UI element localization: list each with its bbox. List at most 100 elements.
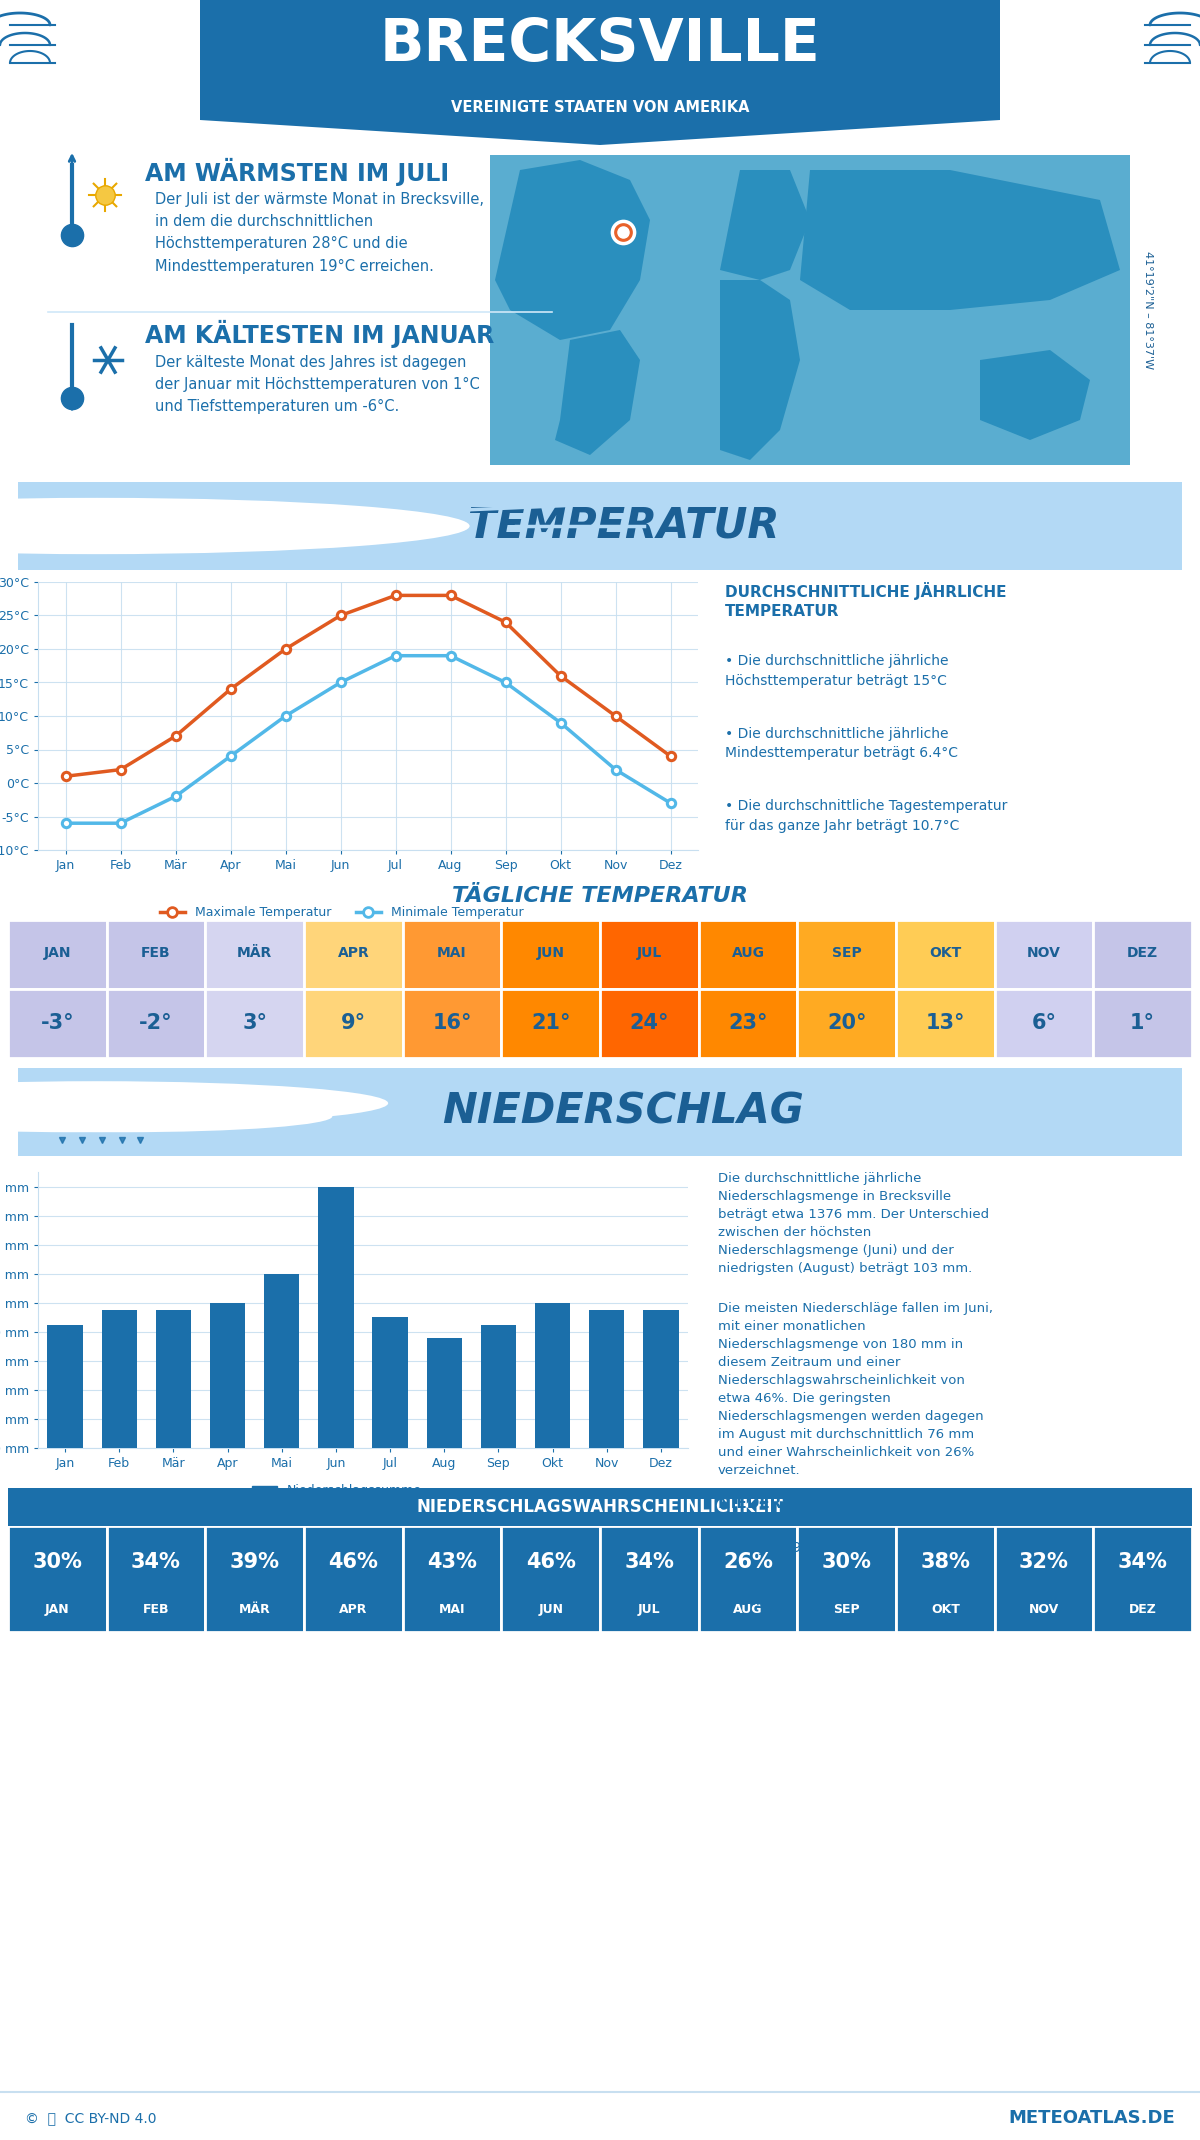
Polygon shape <box>800 169 1120 310</box>
Polygon shape <box>496 160 650 340</box>
Bar <box>102 1310 137 1449</box>
Bar <box>896 989 995 1057</box>
Text: 1°: 1° <box>1130 1014 1156 1034</box>
Text: 43%: 43% <box>427 1552 476 1573</box>
Text: Die durchschnittliche jährliche
Niederschlagsmenge in Brecksville
beträgt etwa 1: Die durchschnittliche jährliche Niedersc… <box>718 1173 989 1275</box>
Bar <box>995 989 1093 1057</box>
Text: 24°: 24° <box>630 1014 670 1034</box>
Bar <box>502 1526 600 1633</box>
Text: 13°: 13° <box>925 1014 965 1034</box>
Bar <box>403 920 502 989</box>
Bar <box>535 1303 570 1449</box>
Bar <box>372 1318 408 1449</box>
Bar <box>304 989 403 1057</box>
Circle shape <box>0 1081 388 1126</box>
Bar <box>589 1310 624 1449</box>
Text: AUG: AUG <box>732 946 764 961</box>
FancyBboxPatch shape <box>0 1487 1200 1526</box>
Bar <box>304 920 403 989</box>
Polygon shape <box>980 351 1090 441</box>
Bar <box>107 1526 205 1633</box>
Text: 20°: 20° <box>827 1014 866 1034</box>
Text: NOV: NOV <box>1027 946 1061 961</box>
Bar <box>1093 989 1192 1057</box>
Bar <box>698 920 797 989</box>
Text: NIEDERSCHLAG NACH TYP: NIEDERSCHLAG NACH TYP <box>718 1496 942 1511</box>
Bar <box>896 1526 995 1633</box>
Text: -2°: -2° <box>139 1014 173 1034</box>
Bar <box>600 1526 698 1633</box>
Bar <box>995 920 1093 989</box>
Text: OKT: OKT <box>929 946 961 961</box>
Text: • Die durchschnittliche Tagestemperatur
für das ganze Jahr beträgt 10.7°C: • Die durchschnittliche Tagestemperatur … <box>725 798 1007 832</box>
Text: JUL: JUL <box>637 946 662 961</box>
Bar <box>1093 1526 1192 1633</box>
Bar <box>427 1338 462 1449</box>
Text: 16°: 16° <box>432 1014 472 1034</box>
Text: AUG: AUG <box>733 1603 763 1616</box>
Legend: Maximale Temperatur, Minimale Temperatur: Maximale Temperatur, Minimale Temperatur <box>155 901 529 924</box>
Text: -3°: -3° <box>41 1014 74 1034</box>
Text: MÄR: MÄR <box>238 946 272 961</box>
Bar <box>205 989 304 1057</box>
Text: JAN: JAN <box>43 946 71 961</box>
Text: JUN: JUN <box>538 1603 563 1616</box>
Text: 34%: 34% <box>624 1552 674 1573</box>
Text: DEZ: DEZ <box>1127 946 1158 961</box>
Bar <box>156 1310 191 1449</box>
Polygon shape <box>200 0 1000 146</box>
Text: TEMPERATUR: TEMPERATUR <box>468 505 779 548</box>
Text: NIEDERSCHLAG: NIEDERSCHLAG <box>443 1091 804 1132</box>
Bar <box>600 989 698 1057</box>
FancyBboxPatch shape <box>0 479 1200 574</box>
Bar <box>698 1526 797 1633</box>
Text: SEP: SEP <box>832 946 862 961</box>
Text: 3°: 3° <box>242 1014 268 1034</box>
Text: 38%: 38% <box>920 1552 971 1573</box>
Text: BRECKSVILLE: BRECKSVILLE <box>379 17 821 73</box>
Text: 30%: 30% <box>822 1552 871 1573</box>
Bar <box>107 920 205 989</box>
Bar <box>304 1526 403 1633</box>
Text: Die meisten Niederschläge fallen im Juni,
mit einer monatlichen
Niederschlagsmen: Die meisten Niederschläge fallen im Juni… <box>718 1301 994 1477</box>
Bar <box>403 989 502 1057</box>
Text: TÄGLICHE TEMPERATUR: TÄGLICHE TEMPERATUR <box>452 886 748 905</box>
Text: JUN: JUN <box>536 946 565 961</box>
FancyBboxPatch shape <box>0 1066 1200 1158</box>
Text: OKT: OKT <box>931 1603 960 1616</box>
Text: 23°: 23° <box>728 1014 768 1034</box>
Circle shape <box>0 1100 283 1132</box>
Text: APR: APR <box>337 946 370 961</box>
Bar <box>797 1526 896 1633</box>
Bar <box>8 920 107 989</box>
Text: APR: APR <box>340 1603 367 1616</box>
Text: 39%: 39% <box>229 1552 280 1573</box>
Text: DEZ: DEZ <box>1129 1603 1157 1616</box>
Text: MAI: MAI <box>437 946 467 961</box>
Bar <box>600 920 698 989</box>
Text: 21°: 21° <box>530 1014 570 1034</box>
Bar <box>205 1526 304 1633</box>
Bar <box>643 1310 678 1449</box>
Text: METEOATLAS.DE: METEOATLAS.DE <box>1008 2110 1175 2127</box>
Text: 26%: 26% <box>724 1552 773 1573</box>
Text: DURCHSCHNITTLICHE JÄHRLICHE
TEMPERATUR: DURCHSCHNITTLICHE JÄHRLICHE TEMPERATUR <box>725 582 1007 618</box>
Text: 41°19'2"N – 81°37'W: 41°19'2"N – 81°37'W <box>1142 250 1153 368</box>
Text: MAI: MAI <box>439 1603 466 1616</box>
Bar <box>48 1325 83 1449</box>
Text: AM KÄLTESTEN IM JANUAR: AM KÄLTESTEN IM JANUAR <box>145 321 494 349</box>
Text: FEB: FEB <box>142 946 170 961</box>
Text: 34%: 34% <box>131 1552 181 1573</box>
Text: NOV: NOV <box>1028 1603 1060 1616</box>
Bar <box>896 920 995 989</box>
Bar <box>403 1526 502 1633</box>
Bar <box>318 1186 354 1449</box>
Text: 46%: 46% <box>329 1552 378 1573</box>
Bar <box>210 1303 245 1449</box>
Bar <box>264 1273 299 1449</box>
Bar <box>8 1526 107 1633</box>
Text: AM WÄRMSTEN IM JULI: AM WÄRMSTEN IM JULI <box>145 158 449 186</box>
Bar <box>1093 920 1192 989</box>
Polygon shape <box>720 169 810 280</box>
Text: VEREINIGTE STAATEN VON AMERIKA: VEREINIGTE STAATEN VON AMERIKA <box>451 98 749 116</box>
